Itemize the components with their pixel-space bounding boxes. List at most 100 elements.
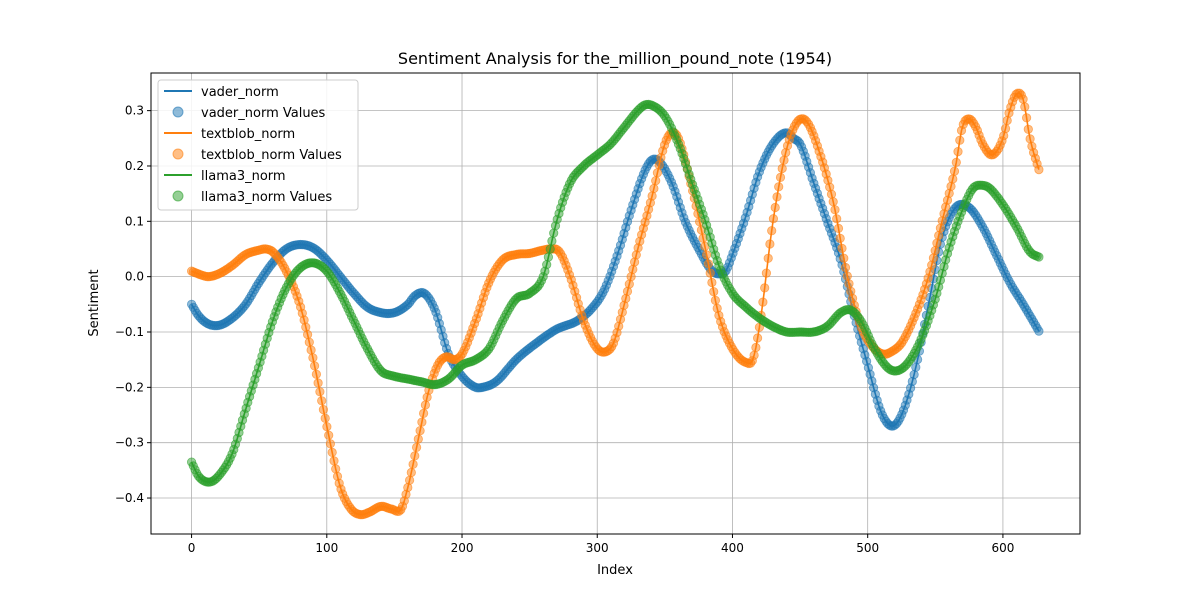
data-point (308, 353, 318, 363)
data-point (765, 239, 775, 249)
y-tick-label: −0.2 (115, 380, 144, 394)
y-tick-label: 0.3 (125, 104, 144, 118)
data-point (928, 253, 939, 263)
data-point (654, 160, 664, 170)
data-point (410, 451, 420, 461)
data-point (955, 135, 965, 145)
data-point (946, 181, 956, 191)
data-point (777, 163, 787, 174)
data-point (413, 434, 423, 444)
data-point (322, 422, 332, 432)
data-point (828, 197, 838, 207)
data-point (1025, 134, 1035, 144)
series-vader_norm (187, 128, 1044, 431)
data-point (309, 361, 320, 371)
data-point (758, 297, 768, 307)
chart-title: Sentiment Analysis for the_million_pound… (398, 49, 832, 69)
data-point (329, 456, 339, 466)
x-tick-label: 500 (856, 541, 879, 555)
data-point (311, 369, 321, 379)
data-point (930, 246, 940, 256)
data-point (318, 404, 328, 415)
legend-box (157, 79, 359, 211)
data-point (774, 182, 784, 192)
x-tick-label: 200 (451, 541, 474, 555)
data-point (320, 413, 330, 423)
data-point (763, 253, 773, 263)
data-point (545, 244, 555, 254)
data-point (951, 157, 961, 167)
data-point (1021, 113, 1032, 123)
data-point (1018, 94, 1028, 104)
data-point (313, 378, 323, 388)
data-point (418, 408, 429, 418)
data-point (1023, 124, 1033, 134)
series-llama3_norm (187, 99, 1044, 487)
x-tick-label: 100 (315, 541, 338, 555)
data-point (406, 467, 416, 478)
data-point (417, 417, 427, 427)
data-point (772, 192, 782, 202)
data-point (949, 166, 960, 176)
x-tick-label: 400 (721, 541, 744, 555)
x-tick-label: 300 (586, 541, 609, 555)
data-point (751, 342, 761, 353)
data-point (703, 259, 714, 269)
y-tick-label: −0.1 (115, 325, 144, 339)
legend-entry-label: llama3_norm (201, 169, 286, 184)
data-point (835, 233, 845, 243)
series-textblob_norm (187, 88, 1044, 520)
data-point (779, 155, 789, 165)
data-point (404, 475, 415, 485)
data-point (953, 147, 963, 157)
data-point (647, 191, 657, 201)
data-point (710, 295, 721, 305)
legend-entry-label: llama3_norm Values (201, 190, 332, 205)
ticks: 0 100 200 300 400 500 600 −0.4 −0.3 −0.2 −0.1 0.0 0.… (115, 104, 1015, 555)
x-tick-label: 0 (188, 541, 196, 555)
data-point (911, 362, 921, 372)
data-point (306, 345, 316, 355)
data-point (768, 214, 779, 224)
data-point (705, 268, 715, 278)
legend-marker-swatch (172, 106, 184, 118)
data-point (1002, 115, 1012, 126)
data-point (775, 172, 786, 182)
data-point (839, 253, 849, 263)
data-point (840, 262, 851, 273)
data-point (761, 268, 772, 278)
data-point (770, 202, 780, 213)
data-point (542, 259, 552, 270)
data-point (701, 250, 712, 260)
plot-frame (150, 72, 1081, 535)
y-tick-label: −0.3 (115, 436, 144, 450)
data-point (652, 168, 663, 178)
legend-entry-label: vader_norm (201, 85, 279, 100)
data-point (934, 230, 944, 241)
data-point (301, 322, 311, 332)
data-point (302, 329, 313, 340)
data-point (327, 447, 337, 457)
data-point (832, 214, 842, 224)
y-axis-label: Sentiment (87, 269, 102, 336)
data-point (408, 459, 418, 469)
data-point (415, 426, 425, 436)
data-point (651, 176, 661, 186)
y-tick-label: −0.4 (115, 491, 144, 505)
data-point (628, 264, 638, 274)
data-point (948, 174, 958, 184)
y-tick-label: 0.1 (125, 214, 144, 228)
data-point (1000, 124, 1011, 134)
legend-marker-swatch (172, 148, 184, 160)
data-point (317, 396, 327, 406)
x-tick-label: 600 (991, 541, 1014, 555)
data-point (304, 337, 314, 347)
data-point (767, 226, 777, 236)
data-point (324, 430, 334, 440)
legend-entry-label: vader_norm Values (201, 106, 326, 121)
data-point (833, 223, 844, 233)
data-point (325, 439, 335, 449)
data-point (1020, 102, 1030, 112)
data-point (1034, 165, 1044, 175)
